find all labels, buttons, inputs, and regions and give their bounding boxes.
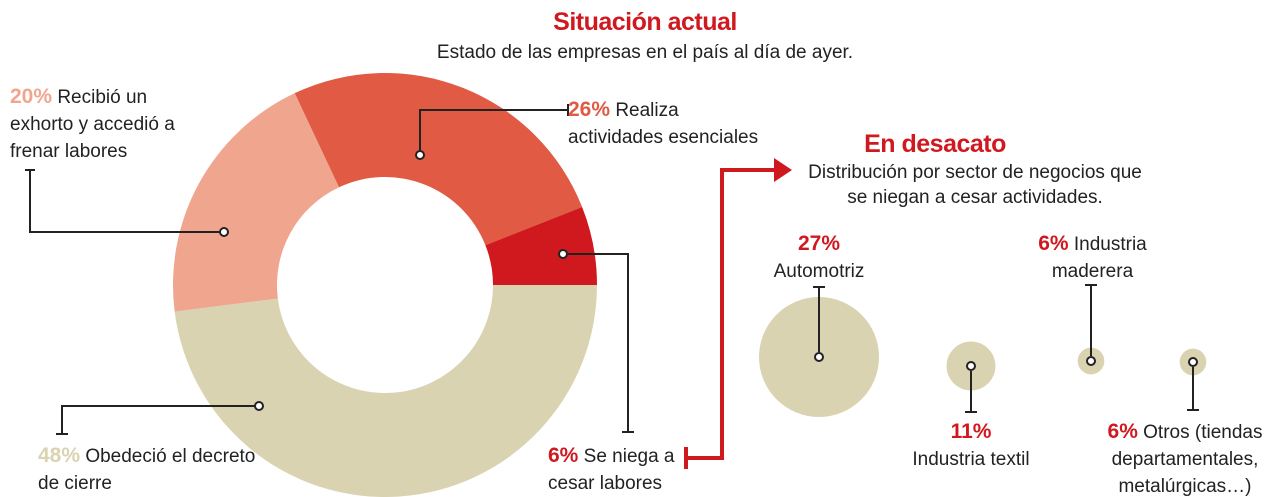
subtitle: Distribución por sector de negocios que … <box>808 162 1142 208</box>
label: 6% Industria maderera <box>1020 230 1165 285</box>
arrow-line <box>684 168 775 469</box>
title: En desacato <box>864 130 1006 158</box>
subtitle: Estado de las empresas en el país al día… <box>436 42 854 63</box>
label: 6% Otros (tiendas departamentales, metal… <box>1090 418 1279 497</box>
leader-dot <box>415 150 425 160</box>
category-label: Automotriz <box>773 261 865 282</box>
label: 26% Realiza actividades esenciales <box>568 96 768 151</box>
label: 27% Automotriz <box>749 230 889 285</box>
label: 6% Se niega a cesar labores <box>548 442 698 497</box>
leader <box>419 104 569 150</box>
value-label: 27% <box>797 232 841 255</box>
label: 48% Obedeció el decreto de cierre <box>38 442 268 497</box>
leader-dot <box>1086 356 1096 366</box>
value-label: 6% <box>1107 420 1138 443</box>
leader-dot <box>558 249 568 259</box>
leader-dot <box>254 401 264 411</box>
category-label: Obedeció el decreto de cierre <box>38 446 256 494</box>
leader-dot <box>966 361 976 371</box>
category-label: Realiza actividades esenciales <box>568 100 759 148</box>
donut-slice <box>485 206 597 285</box>
category-label: Recibió un exhorto y accedió a frenar la… <box>10 87 175 162</box>
label: 20% Recibió un exhorto y accedió a frena… <box>10 83 200 165</box>
donut-slice <box>172 93 340 312</box>
donut <box>172 72 597 497</box>
donut-slice <box>174 285 597 497</box>
leader <box>25 169 220 233</box>
value-label: 20% <box>10 85 53 108</box>
leader-dot <box>219 227 229 237</box>
leader <box>1187 367 1199 411</box>
value-label: 26% <box>568 98 611 121</box>
value-label: 6% <box>1038 232 1069 255</box>
value-label: 48% <box>38 444 81 467</box>
donut-slice <box>294 72 583 246</box>
leader <box>56 405 255 435</box>
value-label: 6% <box>548 444 579 467</box>
category-label: Otros (tiendas departamentales, metalúrg… <box>1111 422 1263 497</box>
bubbles <box>759 297 1207 417</box>
leader <box>813 286 825 352</box>
leader <box>965 371 977 413</box>
value-label: 11% <box>950 420 992 443</box>
category-label: Industria textil <box>912 449 1030 470</box>
leader-dot <box>1188 357 1198 367</box>
arrow <box>684 158 792 469</box>
category-label: Industria maderera <box>1051 234 1147 282</box>
leader <box>1085 284 1097 356</box>
leaders <box>25 104 1199 435</box>
arrow-head <box>774 158 792 182</box>
title: Situación actual <box>553 8 737 36</box>
leader <box>568 253 634 433</box>
label: 11% Industria textil <box>891 418 1051 473</box>
leader-dot <box>814 352 824 362</box>
category-label: Se niega a cesar labores <box>548 446 675 494</box>
